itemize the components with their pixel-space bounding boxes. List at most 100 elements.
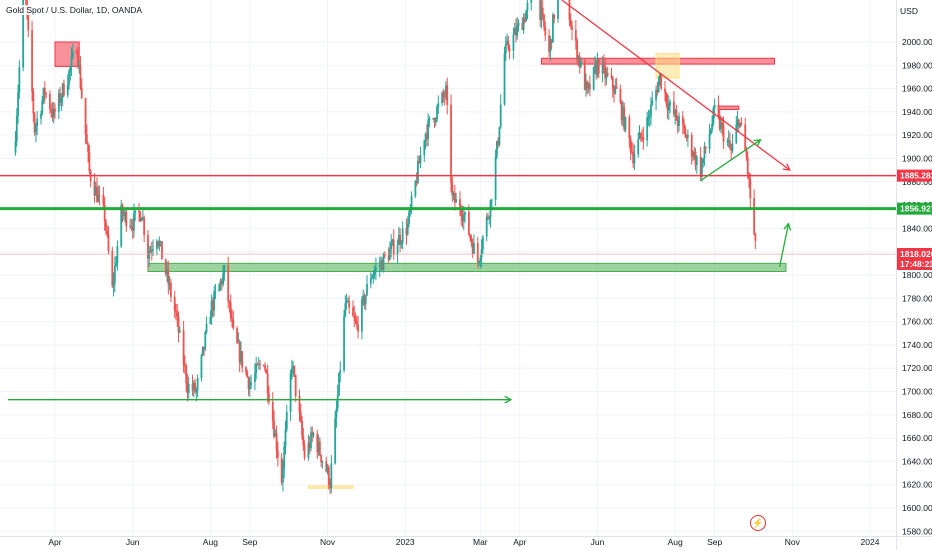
candle-body — [740, 122, 743, 125]
candle-body — [400, 242, 403, 245]
candle-body — [657, 80, 660, 93]
candle-body — [735, 124, 738, 144]
candle-body — [316, 433, 319, 453]
candle-body — [159, 241, 162, 243]
candle-body — [541, 8, 544, 15]
y-tick-label: 1720.000 — [902, 363, 932, 373]
candle-body — [596, 59, 599, 76]
y-tick-label: 1600.000 — [902, 503, 932, 513]
candle-body — [453, 193, 456, 203]
candle-body — [147, 234, 149, 259]
candle-body — [42, 88, 45, 101]
candle-body — [436, 106, 438, 120]
candle-body — [508, 48, 511, 51]
candle-body — [262, 365, 265, 367]
candle-body — [343, 315, 345, 371]
candle-body — [149, 250, 152, 253]
candle-body — [428, 118, 431, 121]
candle-body — [70, 56, 73, 67]
candle-body — [18, 67, 21, 93]
y-tick-label: 1920.000 — [902, 130, 932, 140]
candle-body — [451, 182, 454, 196]
candle-body — [360, 299, 363, 332]
candle-body — [97, 194, 100, 202]
candle-body — [228, 301, 231, 303]
candle-body — [694, 152, 697, 166]
candle-body — [71, 51, 74, 57]
candle-body — [378, 265, 381, 267]
candle-body — [655, 89, 657, 101]
candle-body — [601, 63, 604, 74]
y-tick-label: 1640.000 — [902, 456, 932, 466]
candle-body — [695, 156, 698, 166]
candle-body — [310, 432, 312, 449]
candle-body — [129, 226, 132, 228]
candle-body — [354, 318, 357, 322]
candle-body — [348, 300, 351, 308]
candle-body — [476, 243, 479, 263]
candle-body — [168, 282, 171, 285]
candle-body — [308, 442, 311, 449]
candle-body — [112, 282, 115, 286]
candle-body — [622, 107, 624, 121]
candle-body — [516, 25, 519, 36]
candle-body — [704, 146, 707, 149]
candle-body — [143, 217, 146, 235]
candle-body — [666, 103, 669, 111]
candle-body — [708, 134, 711, 149]
lightning-icon[interactable]: ⚡ — [750, 515, 766, 531]
candle-body — [641, 136, 643, 138]
x-tick-label: Apr — [48, 537, 61, 547]
candle-body — [497, 141, 500, 145]
candle-body — [408, 211, 410, 224]
candle-body — [396, 244, 399, 255]
candle-body — [515, 28, 517, 36]
candle-body — [276, 450, 279, 458]
candle-body — [512, 34, 515, 51]
candle-body — [745, 149, 748, 158]
candle-body — [182, 330, 185, 366]
candle-body — [613, 88, 615, 94]
candle-body — [41, 100, 44, 114]
candle-body — [203, 346, 205, 349]
candle-body — [240, 351, 242, 363]
candle-body — [134, 210, 137, 214]
candle-body — [266, 373, 269, 394]
x-tick-label: Jun — [126, 537, 140, 547]
candle-body — [692, 156, 694, 158]
candle-body — [250, 381, 253, 386]
candle-body — [106, 230, 109, 234]
candle-body — [432, 118, 435, 120]
candle-body — [178, 330, 181, 333]
candle-body — [248, 385, 251, 390]
candle-body — [122, 214, 125, 216]
candle-body — [693, 152, 696, 157]
candle-body — [481, 236, 484, 250]
candle-body — [699, 156, 702, 177]
candle-body — [312, 433, 315, 436]
candle-body — [299, 412, 302, 421]
chart-title: Gold Spot / U.S. Dollar, 1D, OANDA — [4, 5, 145, 15]
candle-body — [614, 86, 617, 94]
candle-body — [459, 199, 461, 211]
candle-body — [469, 234, 472, 238]
candle-body — [357, 325, 359, 332]
candle-body — [289, 372, 292, 412]
candle-body — [268, 393, 270, 402]
candle-body — [51, 111, 54, 117]
candle-body — [237, 342, 240, 344]
candle-body — [98, 194, 101, 196]
candle-body — [255, 364, 258, 374]
candle-body — [503, 53, 506, 105]
candle-body — [419, 155, 422, 164]
candle-body — [345, 300, 348, 304]
candle-body — [737, 119, 740, 127]
green-support-badge-label: 1856.927 — [900, 204, 932, 214]
candle-body — [713, 104, 716, 109]
candle-body — [307, 442, 310, 458]
candle-body — [158, 242, 161, 246]
candle-body — [452, 193, 455, 196]
candle-body — [658, 73, 661, 81]
candle-body — [247, 377, 250, 390]
